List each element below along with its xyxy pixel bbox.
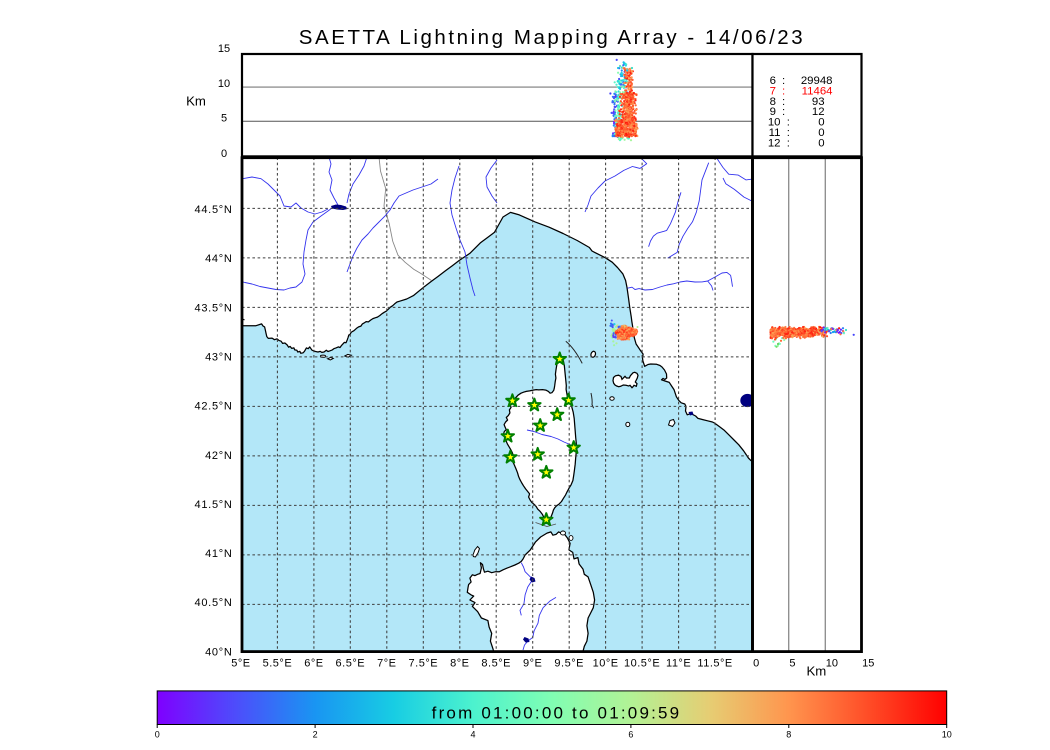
svg-text:10°E: 10°E (593, 658, 619, 670)
svg-text:0: 0 (818, 117, 824, 129)
svg-text:11°E: 11°E (666, 658, 691, 670)
svg-text:40°N: 40°N (205, 646, 232, 658)
svg-text:9: 9 (770, 106, 776, 118)
svg-text:from 01:00:00 to 01:09:59: from 01:00:00 to 01:09:59 (432, 703, 682, 722)
svg-text:8.5°E: 8.5°E (481, 658, 511, 670)
svg-text:4: 4 (470, 730, 475, 740)
svg-text:0: 0 (753, 658, 759, 670)
svg-text:0: 0 (221, 148, 227, 160)
svg-text:7.5°E: 7.5°E (409, 658, 439, 670)
svg-text:42°N: 42°N (205, 450, 232, 462)
svg-text:12: 12 (768, 137, 781, 149)
svg-text:44°N: 44°N (205, 253, 232, 265)
svg-text:11464: 11464 (802, 85, 833, 97)
svg-text:43.5°N: 43.5°N (195, 302, 233, 314)
svg-text:9°E: 9°E (523, 658, 542, 670)
svg-text:5°E: 5°E (231, 658, 250, 670)
svg-text:10: 10 (768, 117, 781, 129)
svg-text::: : (782, 75, 785, 87)
svg-text:5: 5 (221, 113, 227, 125)
svg-text:44.5°N: 44.5°N (195, 204, 233, 216)
svg-text:8: 8 (770, 96, 776, 108)
svg-text:11.5°E: 11.5°E (697, 658, 732, 670)
svg-text:10: 10 (218, 78, 230, 90)
svg-text:SAETTA Lightning Mapping Array: SAETTA Lightning Mapping Array - 14/06/2… (299, 26, 805, 49)
svg-text::: : (787, 127, 790, 139)
svg-text:6.5°E: 6.5°E (336, 658, 366, 670)
svg-text:11: 11 (769, 127, 781, 139)
svg-text:12: 12 (812, 106, 825, 118)
svg-text:10: 10 (942, 730, 952, 740)
svg-text::: : (782, 106, 785, 118)
svg-text:7: 7 (770, 85, 776, 97)
svg-text:5.5°E: 5.5°E (263, 658, 293, 670)
svg-text:10: 10 (826, 658, 838, 670)
svg-text:8°E: 8°E (450, 658, 469, 670)
svg-text:6: 6 (628, 730, 633, 740)
svg-text:0: 0 (155, 730, 160, 740)
svg-text:6°E: 6°E (304, 658, 323, 670)
svg-text:Km: Km (807, 664, 827, 679)
svg-text:10.5°E: 10.5°E (624, 658, 660, 670)
svg-text:8: 8 (786, 730, 791, 740)
svg-text:29948: 29948 (801, 75, 833, 87)
svg-text::: : (787, 137, 790, 149)
svg-text:93: 93 (812, 96, 825, 108)
svg-text:41°N: 41°N (205, 548, 232, 560)
svg-text:42.5°N: 42.5°N (195, 401, 233, 413)
svg-text:41.5°N: 41.5°N (195, 499, 233, 511)
svg-text:15: 15 (862, 658, 874, 670)
svg-text:43°N: 43°N (205, 352, 232, 364)
svg-text::: : (787, 117, 790, 129)
svg-text:40.5°N: 40.5°N (195, 597, 233, 609)
svg-text:6: 6 (770, 75, 776, 87)
svg-text:2: 2 (313, 730, 318, 740)
svg-text:5: 5 (789, 658, 795, 670)
svg-text:9.5°E: 9.5°E (554, 658, 584, 670)
svg-text:15: 15 (218, 43, 230, 55)
svg-text:Km: Km (186, 94, 206, 109)
svg-text::: : (782, 96, 785, 108)
svg-text:0: 0 (818, 137, 824, 149)
svg-text::: : (782, 85, 785, 97)
svg-text:7°E: 7°E (377, 658, 396, 670)
svg-text:0: 0 (818, 127, 824, 139)
